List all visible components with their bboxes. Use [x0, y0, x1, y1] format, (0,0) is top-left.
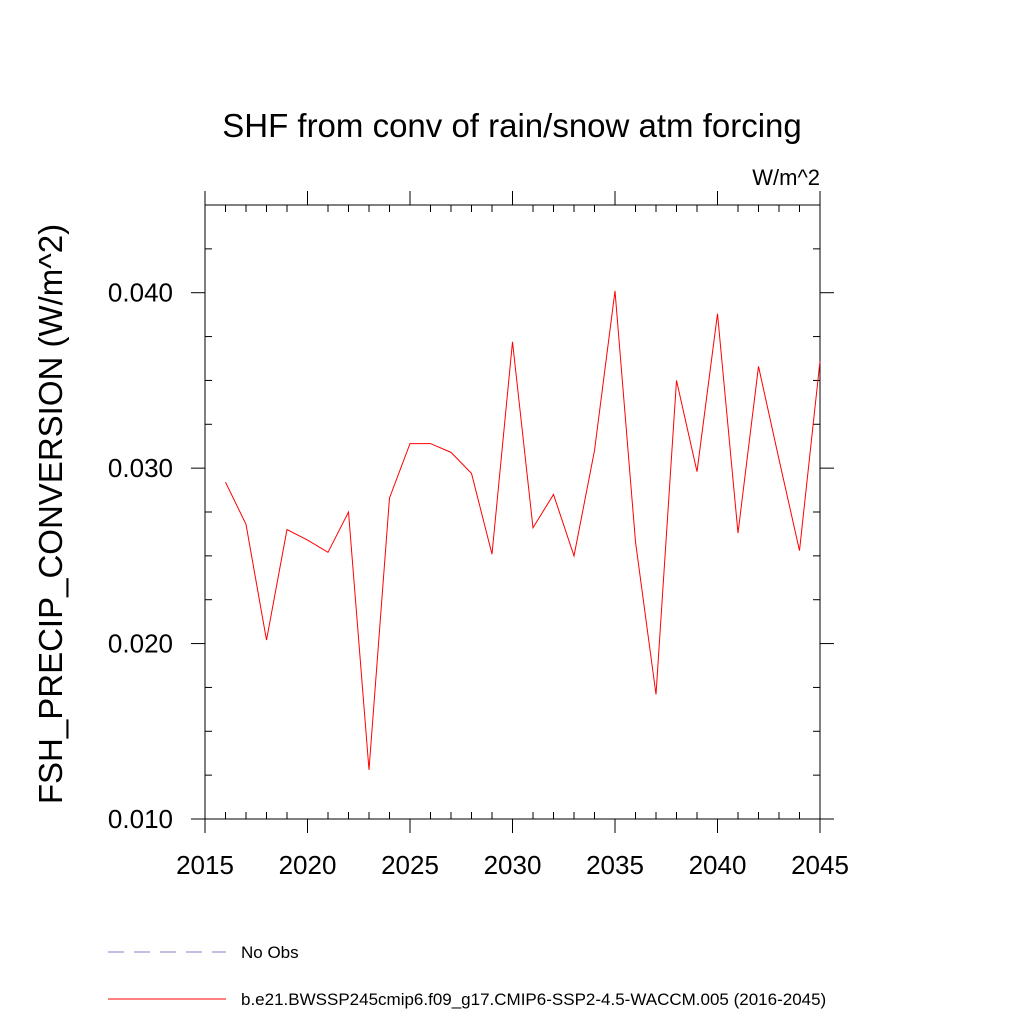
- data-point: [224, 481, 227, 484]
- data-point: [655, 693, 658, 696]
- x-tick-label: 2025: [381, 850, 439, 880]
- data-point: [716, 312, 719, 315]
- data-point: [757, 365, 760, 368]
- data-point: [347, 511, 350, 514]
- data-point: [409, 442, 412, 445]
- x-tick-label: 2045: [791, 850, 849, 880]
- data-point: [696, 470, 699, 473]
- data-point: [573, 554, 576, 557]
- data-point: [286, 528, 289, 531]
- data-point: [737, 532, 740, 535]
- x-ticks: 2015 2020 2025 2030 2035 2040 2045: [176, 191, 849, 880]
- legend: No Obs b.e21.BWSSP245cmip6.f09_g17.CMIP6-…: [108, 943, 826, 1009]
- chart-title: SHF from conv of rain/snow atm forcing: [222, 107, 802, 144]
- y-axis-label: FSH_PRECIP_CONVERSION (W/m^2): [32, 224, 69, 804]
- data-point: [511, 340, 514, 343]
- y-tick-label: 0.010: [108, 804, 173, 834]
- y-tick-label: 0.040: [108, 278, 173, 308]
- data-point: [634, 540, 637, 543]
- units-label: W/m^2: [752, 165, 820, 190]
- x-tick-label: 2040: [689, 850, 747, 880]
- minor-ticks: [205, 204, 820, 819]
- data-point: [593, 449, 596, 452]
- data-point: [614, 289, 617, 292]
- data-point: [327, 551, 330, 554]
- y-ticks: 0.010 0.020 0.030 0.040: [108, 278, 834, 834]
- data-point: [552, 493, 555, 496]
- series-layer: [224, 289, 822, 771]
- x-tick-label: 2015: [176, 850, 234, 880]
- data-point: [532, 526, 535, 529]
- data-point: [491, 553, 494, 556]
- data-point: [450, 451, 453, 454]
- data-point: [819, 360, 822, 363]
- legend-label: No Obs: [241, 943, 299, 962]
- legend-label: b.e21.BWSSP245cmip6.f09_g17.CMIP6-SSP2-4…: [241, 990, 826, 1009]
- data-point: [470, 472, 473, 475]
- data-point: [368, 768, 371, 771]
- x-tick-label: 2035: [586, 850, 644, 880]
- x-tick-label: 2030: [484, 850, 542, 880]
- data-point: [429, 442, 432, 445]
- data-point: [265, 639, 268, 642]
- data-point: [245, 523, 248, 526]
- plot-frame: [204, 204, 821, 820]
- x-tick-label: 2020: [279, 850, 337, 880]
- y-tick-label: 0.030: [108, 453, 173, 483]
- data-point: [675, 379, 678, 382]
- data-point: [388, 496, 391, 499]
- series-line: [225, 290, 821, 770]
- data-point: [306, 539, 309, 542]
- y-tick-label: 0.020: [108, 629, 173, 659]
- data-point: [778, 458, 781, 461]
- data-point: [798, 549, 801, 552]
